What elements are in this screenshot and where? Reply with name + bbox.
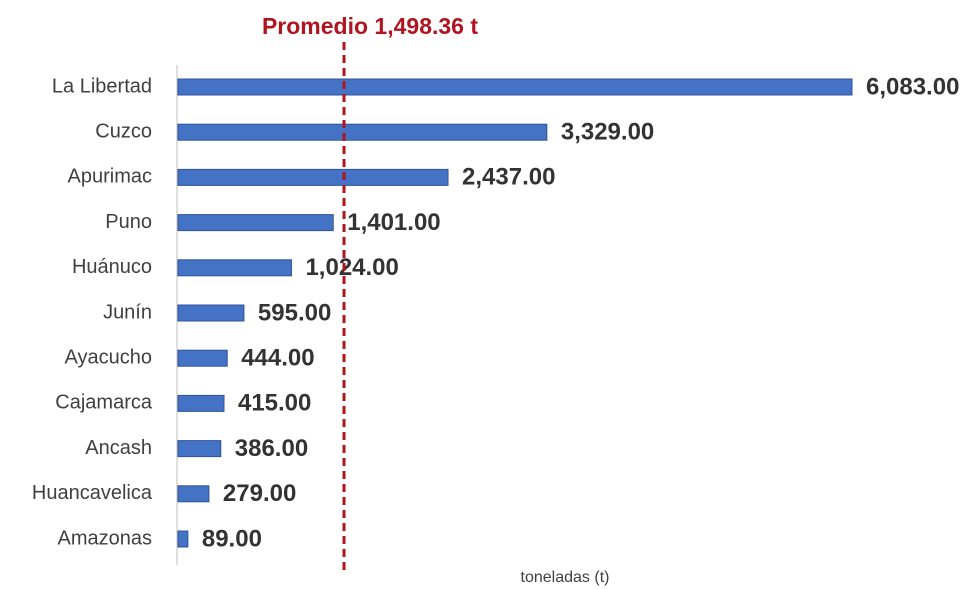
x-axis-label: toneladas (t) — [521, 569, 610, 586]
category-label: Huancavelica — [32, 482, 153, 504]
bar — [177, 214, 334, 232]
bar — [177, 123, 548, 141]
bar — [177, 485, 210, 503]
category-label: Huánuco — [72, 256, 152, 278]
value-label: 1,401.00 — [347, 209, 440, 236]
category-label: Amazonas — [58, 527, 153, 549]
category-label: Ancash — [85, 437, 152, 459]
category-label: Junín — [103, 301, 152, 323]
annotation: Promedio 1,498.36 t — [262, 13, 478, 39]
bar — [177, 440, 222, 458]
value-label: 279.00 — [223, 480, 296, 507]
bar — [177, 349, 228, 367]
bar — [177, 530, 189, 548]
category-label: Puno — [105, 211, 152, 233]
value-label: 1,024.00 — [305, 254, 398, 281]
value-label: 6,083.00 — [866, 73, 959, 100]
category-label: Cajamarca — [55, 392, 153, 414]
value-label: 3,329.00 — [561, 119, 654, 146]
category-label: La Libertad — [52, 75, 152, 97]
value-label: 415.00 — [238, 390, 311, 417]
bar — [177, 259, 292, 277]
category-label: Ayacucho — [65, 346, 152, 368]
bar — [177, 168, 449, 186]
value-label: 2,437.00 — [462, 164, 555, 191]
bar — [177, 394, 225, 412]
value-label: 89.00 — [202, 525, 262, 552]
value-label: 444.00 — [241, 345, 314, 372]
bar — [177, 78, 853, 96]
category-label: Apurimac — [68, 166, 152, 188]
bar — [177, 304, 245, 322]
category-label: Cuzco — [95, 120, 152, 142]
value-label: 386.00 — [235, 435, 308, 462]
value-label: 595.00 — [258, 299, 331, 326]
